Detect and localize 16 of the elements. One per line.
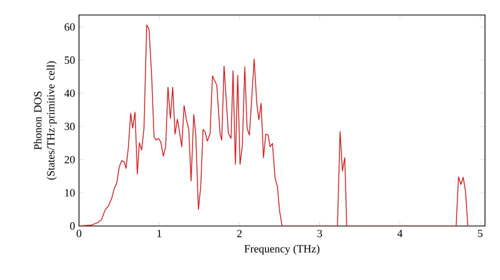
- x-tick-label: 3: [318, 230, 322, 238]
- x-tick-label: 4: [397, 230, 403, 238]
- x-tick-label: 5: [478, 230, 482, 238]
- x-axis-title: Frequency (THz): [244, 244, 320, 255]
- x-tick-label: 0: [76, 230, 82, 238]
- x-tick-label: 2: [237, 230, 242, 238]
- y-tick-label: 50: [64, 56, 75, 64]
- y-axis-title: Phonon DOS (States/THz·primitive cell): [34, 61, 57, 180]
- x-tick-label: 1: [157, 230, 162, 238]
- y-tick-label: 40: [64, 90, 75, 97]
- y-tick-label: 30: [64, 122, 75, 130]
- y-tick-label: 0: [70, 222, 75, 230]
- line-series: [79, 24, 468, 226]
- y-tick-label: 60: [64, 23, 75, 31]
- y-tick-label: 20: [64, 156, 75, 164]
- y-tick-label: 10: [65, 189, 75, 197]
